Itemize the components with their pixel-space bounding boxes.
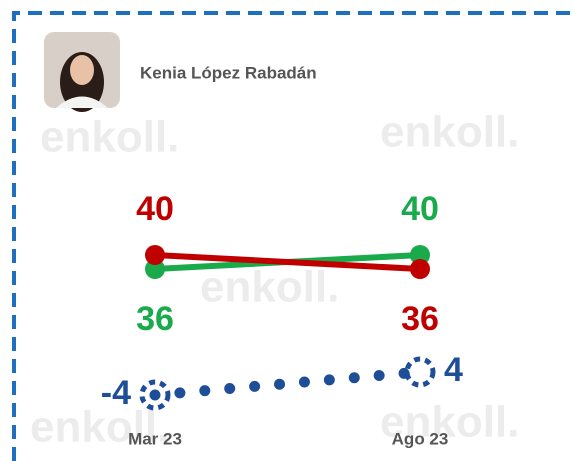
value-label: 40 [136,190,174,228]
watermark: enkoll. [380,108,519,157]
value-label: 40 [401,190,439,228]
line [155,372,420,395]
person-name: Kenia López Rabadán [140,63,317,82]
avatar [44,32,120,112]
value-label: 36 [401,300,439,338]
value-label: 36 [136,300,174,338]
value-label: 4 [444,351,463,389]
x-tick-label: Ago 23 [392,429,449,448]
page: enkoll. enkoll. enkoll. enkoll. enkoll. … [0,0,573,461]
point [410,259,430,279]
value-label: -4 [101,374,131,412]
watermark: enkoll. [200,263,339,312]
x-tick-label: Mar 23 [128,429,182,448]
chart: enkoll. enkoll. enkoll. enkoll. enkoll. … [0,0,573,461]
watermark: enkoll. [40,113,179,162]
point [407,359,433,385]
point [145,245,165,265]
